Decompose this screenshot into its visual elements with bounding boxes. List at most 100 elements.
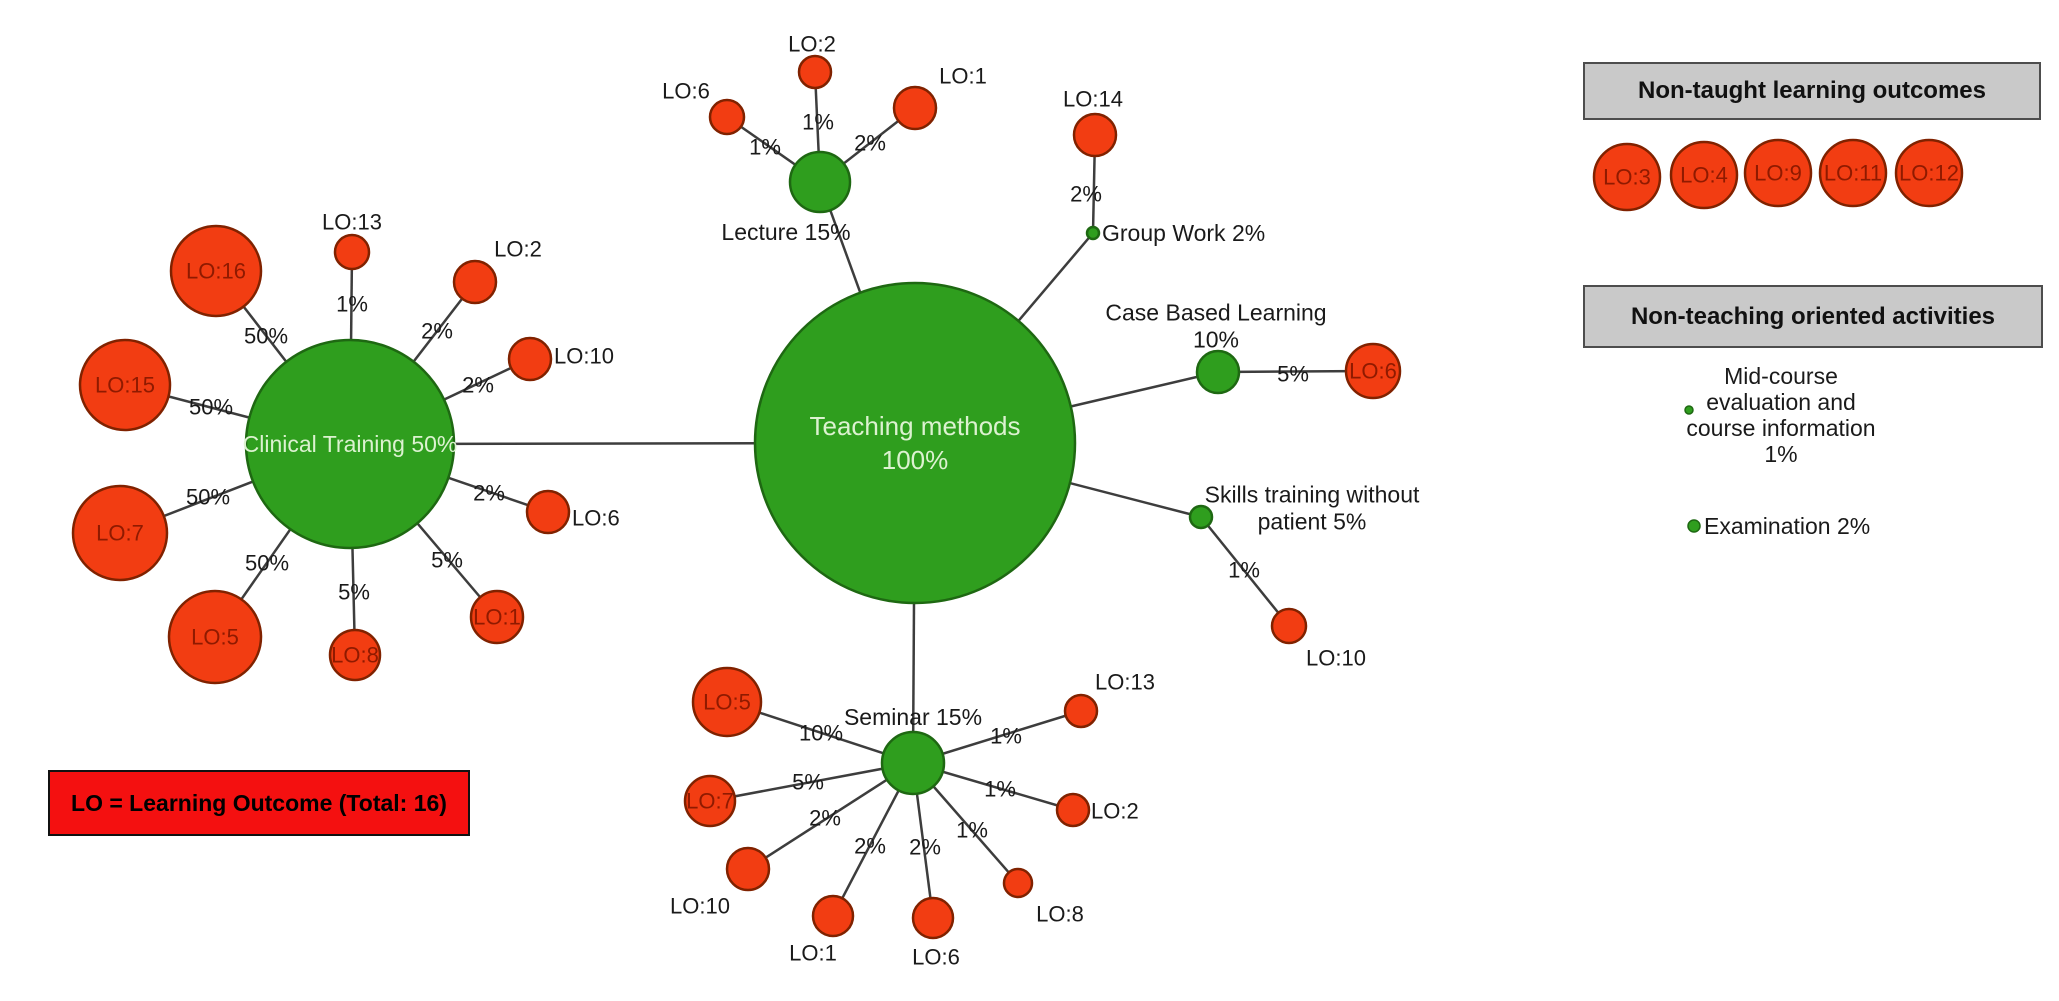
- node-c7: [71, 484, 169, 582]
- node-s6: [911, 896, 955, 940]
- node-c15: [78, 338, 172, 432]
- label-n3: LO:3: [1603, 165, 1651, 190]
- node-n3: [1592, 142, 1662, 212]
- label-c8: LO:8: [331, 643, 379, 668]
- label-cb6: LO:6: [1349, 359, 1397, 384]
- label-c1: LO:1: [473, 605, 521, 630]
- label-sk10: LO:10: [1306, 646, 1366, 671]
- node-c10: [507, 336, 553, 382]
- node-cbl: [1195, 349, 1241, 395]
- edge-label-clinical-c1: 5%: [431, 548, 463, 573]
- edge-label-seminar-s6: 2%: [909, 835, 941, 860]
- label-teaching: Teaching methods 100%: [809, 411, 1020, 475]
- node-skills: [1188, 504, 1214, 530]
- non-taught-learning-outcomes-header: Non-taught learning outcomes: [1583, 62, 2041, 120]
- edge-label-clinical-c13: 1%: [336, 292, 368, 317]
- node-groupwork: [1085, 225, 1101, 241]
- node-c16: [169, 224, 263, 318]
- node-n12: [1894, 138, 1964, 208]
- node-s13: [1063, 693, 1099, 729]
- node-s10: [725, 846, 771, 892]
- node-c1: [469, 589, 525, 645]
- node-midcourse: [1684, 405, 1694, 415]
- edge-label-clinical-c8: 5%: [338, 580, 370, 605]
- edge-label-clinical-c6: 2%: [473, 481, 505, 506]
- edge-label-lecture-l2: 1%: [802, 110, 834, 135]
- label-s10: LO:10: [670, 894, 730, 919]
- label-n9: LO:9: [1754, 161, 1802, 186]
- lo-legend-box: LO = Learning Outcome (Total: 16): [48, 770, 470, 836]
- edge-label-clinical-c10: 2%: [462, 373, 494, 398]
- node-lecture: [788, 150, 852, 214]
- label-l2: LO:2: [788, 32, 836, 57]
- label-c16: LO:16: [186, 259, 246, 284]
- label-g14: LO:14: [1063, 87, 1123, 112]
- label-s1: LO:1: [789, 941, 837, 966]
- label-clinical: Clinical Training 50%: [243, 431, 458, 457]
- edge-label-clinical-c16: 50%: [244, 324, 288, 349]
- edge-label-clinical-c7: 50%: [186, 485, 230, 510]
- node-teaching: [753, 281, 1077, 605]
- label-s13: LO:13: [1095, 670, 1155, 695]
- edge-label-seminar-s10: 2%: [809, 806, 841, 831]
- node-s8: [1002, 867, 1034, 899]
- label-s6: LO:6: [912, 945, 960, 970]
- label-groupwork: Group Work 2%: [1102, 220, 1265, 246]
- edge-label-clinical-c5: 50%: [245, 551, 289, 576]
- label-exam: Examination 2%: [1704, 513, 1870, 539]
- node-l6: [708, 98, 746, 136]
- edge-label-skills-sk10: 1%: [1228, 558, 1260, 583]
- node-c5: [167, 589, 263, 685]
- label-n11: LO:11: [1824, 161, 1882, 186]
- node-seminar: [880, 730, 946, 796]
- edge-label-seminar-s5: 10%: [799, 721, 843, 746]
- node-s1: [811, 894, 855, 938]
- label-c10: LO:10: [554, 344, 614, 369]
- label-n12: LO:12: [1899, 161, 1959, 186]
- node-exam: [1687, 519, 1701, 533]
- label-s7: LO:7: [686, 789, 734, 814]
- label-s2: LO:2: [1091, 799, 1139, 824]
- edge-label-cbl-cb6: 5%: [1277, 362, 1309, 387]
- label-s5: LO:5: [703, 690, 751, 715]
- edge-label-clinical-c2: 2%: [421, 319, 453, 344]
- label-l6: LO:6: [662, 79, 710, 104]
- node-clinical: [244, 338, 456, 550]
- label-c6: LO:6: [572, 506, 620, 531]
- edge-label-seminar-s7: 5%: [792, 770, 824, 795]
- label-cbl: Case Based Learning 10%: [1105, 300, 1326, 353]
- label-midcourse: Mid-course evaluation and course informati…: [1686, 363, 1875, 467]
- node-l1: [892, 85, 938, 131]
- edge-skills-sk10: [1200, 516, 1290, 627]
- node-c6: [525, 489, 571, 535]
- edge-label-clinical-c15: 50%: [189, 395, 233, 420]
- node-sk10: [1270, 607, 1308, 645]
- label-c13: LO:13: [322, 210, 382, 235]
- label-c5: LO:5: [191, 625, 239, 650]
- label-c15: LO:15: [95, 373, 155, 398]
- node-c8: [328, 628, 382, 682]
- node-g14: [1072, 112, 1118, 158]
- edge-label-seminar-s2: 1%: [984, 777, 1016, 802]
- edge-label-seminar-s8: 1%: [956, 818, 988, 843]
- node-s7: [683, 774, 737, 828]
- label-lecture: Lecture 15%: [721, 219, 850, 245]
- label-s8: LO:8: [1036, 902, 1084, 927]
- node-cb6: [1344, 342, 1402, 400]
- label-l1: LO:1: [939, 64, 987, 89]
- non-teaching-oriented-activities-header: Non-teaching oriented activities: [1583, 285, 2043, 348]
- edge-seminar-s7: [709, 761, 914, 803]
- edge-label-seminar-s13: 1%: [990, 724, 1022, 749]
- node-c13: [333, 233, 371, 271]
- label-n4: LO:4: [1680, 163, 1728, 188]
- node-s2: [1055, 792, 1091, 828]
- edge-label-seminar-s1: 2%: [854, 834, 886, 859]
- label-c7: LO:7: [96, 521, 144, 546]
- node-c2: [452, 259, 498, 305]
- label-seminar: Seminar 15%: [844, 704, 982, 730]
- label-skills: Skills training without patient 5%: [1205, 482, 1420, 535]
- edge-seminar-s10: [747, 761, 914, 871]
- node-n4: [1669, 140, 1739, 210]
